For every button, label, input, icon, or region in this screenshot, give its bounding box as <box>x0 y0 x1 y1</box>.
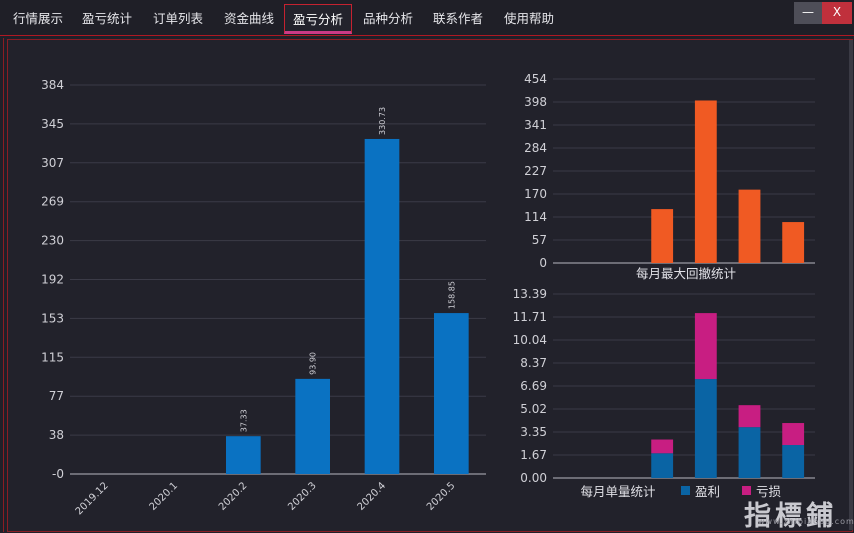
y-tick-label: 230 <box>41 234 64 248</box>
y-tick-label: 5.02 <box>520 402 547 416</box>
y-tick-label: 8.37 <box>520 356 547 370</box>
bar <box>364 138 400 474</box>
data-label: 330.73 <box>378 107 387 135</box>
minimize-button[interactable]: — <box>794 2 822 24</box>
legend-label-loss: 亏损 <box>756 484 782 499</box>
chart-title-trade-count: 每月单量统计 <box>580 484 655 499</box>
bar <box>434 313 469 474</box>
tab-profit-loss-analysis[interactable]: 盈亏分析 <box>284 4 352 34</box>
tab-market-display[interactable]: 行情展示 <box>12 11 63 26</box>
y-tick-label: 341 <box>524 118 547 132</box>
legend-label-profit: 盈利 <box>695 484 720 499</box>
x-tick-label: 2020.1 <box>148 480 181 513</box>
y-tick-label: 0 <box>539 256 547 270</box>
y-tick-label: 345 <box>41 117 64 131</box>
y-tick-label: 398 <box>524 95 547 109</box>
y-tick-label: 114 <box>524 210 547 224</box>
y-tick-label: 170 <box>524 187 547 201</box>
bar-segment <box>694 379 717 478</box>
y-tick-label: 77 <box>49 389 64 403</box>
top-tab-bar: 行情展示 盈亏统计 订单列表 资金曲线 盈亏分析 品种分析 联系作者 使用帮助 … <box>0 0 854 36</box>
y-tick-label: 384 <box>41 78 64 92</box>
bar <box>226 436 261 474</box>
data-label: 93.90 <box>309 352 318 375</box>
y-tick-label: 11.71 <box>513 310 547 324</box>
bar <box>782 222 805 263</box>
bar-segment <box>738 405 761 428</box>
x-tick-label: 2020.4 <box>356 480 389 513</box>
data-label: 37.33 <box>239 409 248 432</box>
x-tick-label: 2020.2 <box>217 480 250 513</box>
y-tick-label: 1.67 <box>520 448 547 462</box>
bar <box>295 378 330 474</box>
bar-segment <box>651 439 674 454</box>
bar-segment <box>782 423 805 446</box>
tab-contact-author[interactable]: 联系作者 <box>432 11 483 26</box>
tab-profit-loss-stats[interactable]: 盈亏统计 <box>81 11 132 26</box>
y-tick-label: 0.00 <box>520 471 547 485</box>
bar-segment <box>694 313 717 380</box>
bar-segment <box>782 445 805 478</box>
x-tick-label: 2020.3 <box>286 480 319 513</box>
tab-capital-curve[interactable]: 资金曲线 <box>223 11 274 26</box>
chart-title-drawdown: 每月最大回撤统计 <box>636 266 736 281</box>
y-tick-label: 454 <box>524 72 547 86</box>
tab-order-list[interactable]: 订单列表 <box>152 11 203 26</box>
y-tick-label: 269 <box>41 195 64 209</box>
data-label: 158.85 <box>447 281 456 309</box>
legend-swatch-profit <box>681 486 690 495</box>
bar <box>651 209 674 263</box>
left-frame-border <box>0 38 4 532</box>
y-tick-label: 57 <box>532 233 547 247</box>
tab-help[interactable]: 使用帮助 <box>503 11 554 26</box>
y-tick-label: 307 <box>41 156 64 170</box>
bar <box>694 100 717 263</box>
watermark-logo: 指標鋪 www.zhibiaopu.com <box>744 501 854 532</box>
tab-symbol-analysis[interactable]: 品种分析 <box>362 11 413 26</box>
y-tick-label: 227 <box>524 164 547 178</box>
y-tick-label: 10.04 <box>513 333 547 347</box>
x-tick-label: 2019.12 <box>74 480 111 517</box>
legend-swatch-loss <box>742 486 751 495</box>
scrollbar[interactable] <box>849 40 853 530</box>
y-tick-label: 153 <box>41 311 64 325</box>
y-tick-label: 192 <box>41 273 64 287</box>
y-tick-label: 3.35 <box>520 425 547 439</box>
x-tick-label: 2020.5 <box>425 480 458 513</box>
bar-segment <box>738 427 761 478</box>
bar-segment <box>651 453 674 478</box>
bar <box>738 189 761 263</box>
y-tick-label: 115 <box>41 350 64 364</box>
close-button[interactable]: X <box>822 2 852 24</box>
y-tick-label: -0 <box>52 467 64 481</box>
y-tick-label: 6.69 <box>520 379 547 393</box>
y-tick-label: 13.39 <box>513 287 547 301</box>
y-tick-label: 38 <box>49 428 64 442</box>
y-tick-label: 284 <box>524 141 547 155</box>
